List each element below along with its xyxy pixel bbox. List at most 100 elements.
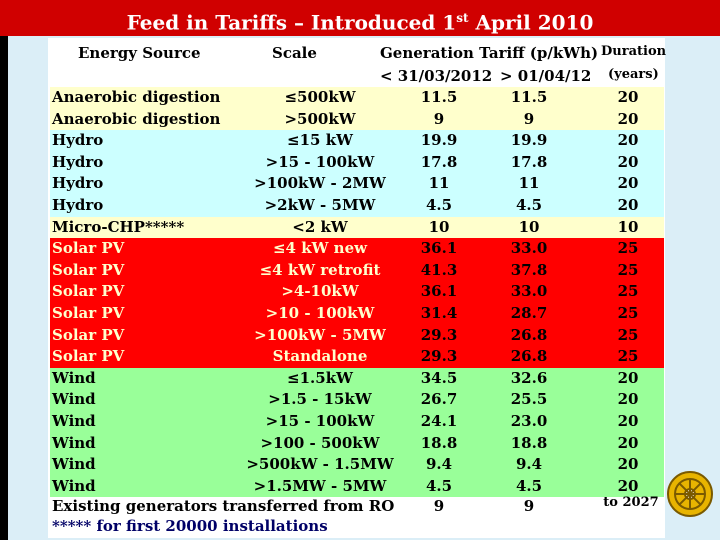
tariff-before-cell: 9.4 [425,455,453,474]
table-row: Solar PV >10 - 100kW 31.4 28.7 25 [50,303,664,325]
duration-cell: 20 [617,476,639,495]
energy-source-cell: Wind [52,390,96,409]
energy-source-cell: Solar PV [52,347,125,366]
table-row: Hydro >15 - 100kW 17.8 17.8 20 [50,151,664,174]
tariff-after-cell: 10 [518,217,540,236]
tariff-before-cell: 19.9 [420,131,458,150]
tariff-before-cell: 9 [433,109,445,128]
duration-cell: 25 [617,260,639,279]
title-text: Feed in Tariffs – Introduced 1 [126,10,457,35]
scale-cell: ≤4 kW retrofit [259,260,381,279]
energy-source-cell: Solar PV [52,282,125,301]
scale-cell: >10 - 100kW [265,304,375,322]
tariff-before-cell: 11.5 [420,88,458,106]
energy-source-cell: Hydro [52,196,104,214]
title-tail: April 2010 [468,10,594,35]
table-row: Solar PV ≤4 kW new 36.1 33.0 25 [50,238,664,260]
tariff-after-cell: 25.5 [510,390,548,409]
table-row: Hydro >2kW - 5MW 4.5 4.5 20 [50,195,664,217]
header-generation-tariff: Generation Tariff (p/kWh) [380,44,599,62]
energy-source-cell: Solar PV [52,304,125,322]
duration-cell: 25 [617,304,639,322]
header-after-date: > 01/04/12 [500,67,592,85]
duration-cell: 25 [617,325,639,344]
tariff-after-cell: 17.8 [510,152,548,171]
duration-cell: 25 [617,282,639,301]
table-row: Hydro ≤15 kW 19.9 19.9 20 [50,130,664,152]
scale-cell: >100 - 500kW [260,433,380,452]
scale-cell: >2kW - 5MW [264,196,376,214]
tariff-after-cell: 4.5 [515,476,543,495]
duration-cell: 20 [617,390,639,409]
header-scale: Scale [272,44,317,62]
energy-source-cell: Wind [52,433,96,452]
duration-cell: 20 [617,433,639,452]
tariff-before-cell: 26.7 [420,390,458,409]
tariff-before-cell: 36.1 [420,239,458,258]
scale-cell: ≤500kW [284,88,356,106]
energy-source-cell: Hydro [52,152,104,171]
scale-cell: >1.5 - 15kW [268,390,372,409]
scale-cell: >100kW - 2MW [254,174,386,193]
duration-cell: 20 [617,131,639,150]
tariff-before-cell: 31.4 [420,304,458,322]
tariff-before-cell: 36.1 [420,282,458,301]
tariff-before-cell: 4.5 [425,476,453,495]
table-row: Wind >1.5MW - 5MW 4.5 4.5 20 [50,475,664,498]
scale-cell: >500kW [284,109,356,128]
table-row: Wind >500kW - 1.5MW 9.4 9.4 20 [50,454,664,476]
tariff-after-cell: 11.5 [510,88,548,106]
energy-source-cell: Hydro [52,131,104,150]
tariff-before-cell: 24.1 [420,412,458,430]
scale-cell: <2 kW [292,217,348,236]
duration-cell: 20 [617,88,639,106]
rotary-wheel-icon [667,471,713,517]
tariff-after-cell: 26.8 [510,347,548,366]
duration-cell: 20 [617,196,639,214]
scale-cell: >1.5MW - 5MW [253,476,387,495]
tariff-before-cell: 4.5 [425,196,453,214]
duration-cell: 10 [617,217,639,236]
tariff-after-cell: 19.9 [510,131,548,150]
table-row: Solar PV ≤4 kW retrofit 41.3 37.8 25 [50,259,664,282]
energy-source-cell: Micro-CHP***** [52,217,185,236]
duration-cell: 20 [617,152,639,171]
energy-source-cell: Wind [52,455,96,474]
table-row: Anaerobic digestion >500kW 9 9 20 [50,108,664,131]
scale-cell: Standalone [272,347,368,366]
tariff-after-cell: 37.8 [510,260,548,279]
energy-source-cell: Wind [52,412,96,430]
header-years: (years) [608,67,659,82]
slide-title: Feed in Tariffs – Introduced 1st April 2… [0,0,720,36]
header-duration: Duration [601,44,667,59]
tariff-after-cell: 33.0 [510,282,548,301]
scale-cell: >4-10kW [281,282,359,301]
table-row: Wind >15 - 100kW 24.1 23.0 20 [50,411,664,433]
table-row: Anaerobic digestion ≤500kW 11.5 11.5 20 [50,87,664,109]
table-row: Wind ≤1.5kW 34.5 32.6 20 [50,367,664,390]
tariff-before-cell: 11 [428,174,450,193]
energy-source-cell: Solar PV [52,325,125,344]
scale-cell: >15 - 100kW [265,412,375,430]
tariff-after-cell: 18.8 [510,433,548,452]
table-row: Solar PV >100kW - 5MW 29.3 26.8 25 [50,324,664,347]
duration-cell: 25 [617,239,639,258]
tariff-before-cell: 29.3 [420,347,458,366]
energy-source-cell: Hydro [52,174,104,193]
table-row: Wind >100 - 500kW 18.8 18.8 20 [50,432,664,455]
footnote: ***** for first 20000 installations [52,517,328,535]
table-row: Micro-CHP***** <2 kW 10 10 10 [50,216,664,239]
table-row: Hydro >100kW - 2MW 11 11 20 [50,173,664,195]
energy-source-cell: Wind [52,368,96,387]
existing-generators-label: Existing generators transferred from RO [52,497,395,515]
header-energy-source: Energy Source [78,44,201,62]
energy-source-cell: Solar PV [52,239,125,258]
energy-source-cell: Solar PV [52,260,125,279]
tariff-after-cell: 23.0 [510,412,548,430]
tariff-before-cell: 34.5 [420,368,458,387]
duration-cell: 25 [617,347,639,366]
tariff-after-cell: 9 [523,109,535,128]
scale-cell: >500kW - 1.5MW [246,455,394,474]
scale-cell: >15 - 100kW [265,152,375,171]
tariff-after-cell: 4.5 [515,196,543,214]
